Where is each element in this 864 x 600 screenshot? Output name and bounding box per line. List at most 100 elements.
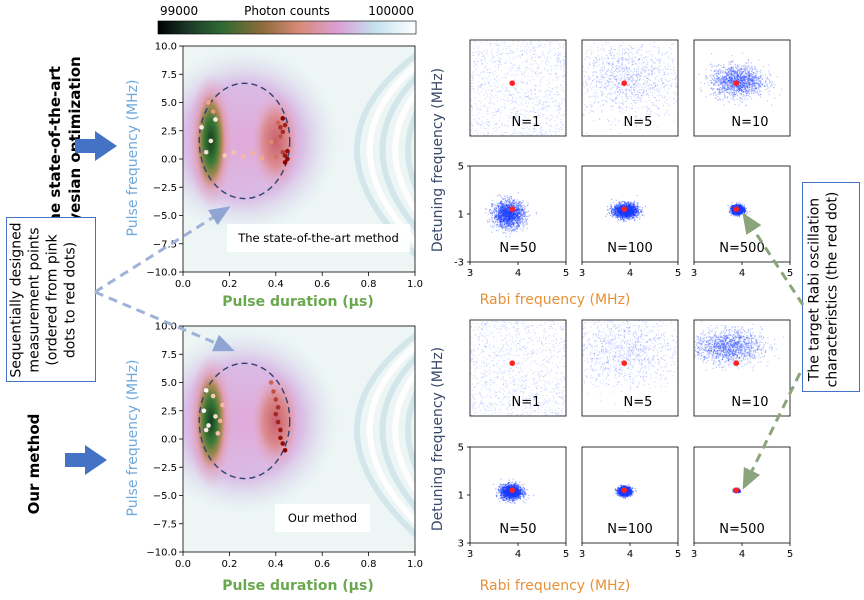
posterior-sample [496,43,498,45]
posterior-sample [503,213,505,216]
posterior-sample [514,220,517,222]
posterior-sample [470,90,472,92]
posterior-sample [747,91,749,93]
posterior-sample [505,89,507,91]
posterior-sample [561,103,563,105]
posterior-sample [490,53,493,55]
y-tick-label: 10.0 [155,42,177,53]
posterior-sample [509,216,511,218]
posterior-sample [634,56,637,58]
posterior-sample [510,217,512,219]
posterior-sample [611,65,613,67]
posterior-sample [613,93,615,95]
posterior-sample [544,118,546,120]
posterior-sample [668,80,670,82]
posterior-sample [735,90,737,92]
posterior-sample [582,84,584,86]
posterior-sample [607,41,609,44]
posterior-sample [718,70,720,72]
posterior-sample [594,71,596,73]
posterior-sample [534,72,537,74]
measurement-point [280,129,286,135]
posterior-sample [554,131,556,133]
posterior-sample [729,93,731,95]
posterior-sample [729,83,731,85]
posterior-sample [736,76,738,78]
posterior-sample [625,66,628,69]
posterior-sample [516,214,518,216]
posterior-sample [723,87,725,89]
posterior-sample [634,88,636,90]
posterior-sample [557,54,559,56]
posterior-sample [752,72,755,74]
posterior-sample [735,86,738,88]
posterior-sample [595,62,597,64]
posterior-sample [480,84,482,86]
posterior-sample [509,195,511,198]
posterior-sample [760,82,762,84]
posterior-sample [537,104,539,106]
posterior-sample [619,111,621,113]
posterior-sample [501,218,503,220]
posterior-sample [511,229,513,231]
posterior-sample [518,70,520,72]
posterior-sample [591,104,593,106]
posterior-sample [636,100,638,102]
posterior-sample [737,77,739,79]
posterior-sample [654,66,656,68]
posterior-sample [729,83,731,85]
posterior-sample [515,112,517,114]
posterior-sample [531,63,534,65]
posterior-sample [721,90,723,92]
posterior-sample [537,56,539,58]
posterior-sample [509,219,511,221]
posterior-sample [744,83,746,85]
posterior-sample [730,78,732,80]
posterior-sample [503,214,505,216]
posterior-sample [484,58,486,60]
posterior-sample [618,60,620,62]
posterior-sample [504,211,506,213]
posterior-sample [494,43,496,46]
posterior-sample [744,85,746,87]
posterior-sample [512,214,514,216]
posterior-sample [641,46,643,48]
posterior-sample [723,82,725,84]
posterior-sample [738,69,740,71]
posterior-sample [745,85,747,87]
posterior-sample [662,74,664,76]
posterior-sample [623,92,625,94]
posterior-sample [484,60,486,62]
posterior-sample [550,118,552,120]
posterior-sample [471,119,473,121]
posterior-sample [732,80,735,82]
posterior-sample [768,79,770,81]
posterior-sample [759,93,761,95]
posterior-sample [590,53,593,56]
posterior-sample [729,86,732,88]
posterior-sample [724,81,726,83]
posterior-sample [770,104,773,106]
posterior-sample [733,91,735,93]
posterior-sample [485,52,487,55]
posterior-sample [741,100,743,102]
posterior-sample [626,79,629,81]
posterior-sample [484,76,486,78]
posterior-sample [513,214,516,217]
posterior-sample [613,76,615,78]
posterior-sample [760,82,762,84]
posterior-sample [725,79,727,81]
posterior-sample [474,62,476,65]
posterior-sample [737,64,739,66]
posterior-sample [713,88,715,90]
posterior-sample [734,77,736,79]
posterior-sample [514,207,516,209]
posterior-sample [718,77,720,79]
posterior-sample [513,203,515,205]
posterior-sample [648,88,650,91]
posterior-sample [480,103,482,105]
posterior-sample [516,199,518,201]
posterior-sample [501,210,503,212]
posterior-sample [548,82,550,84]
posterior-sample [498,108,500,110]
